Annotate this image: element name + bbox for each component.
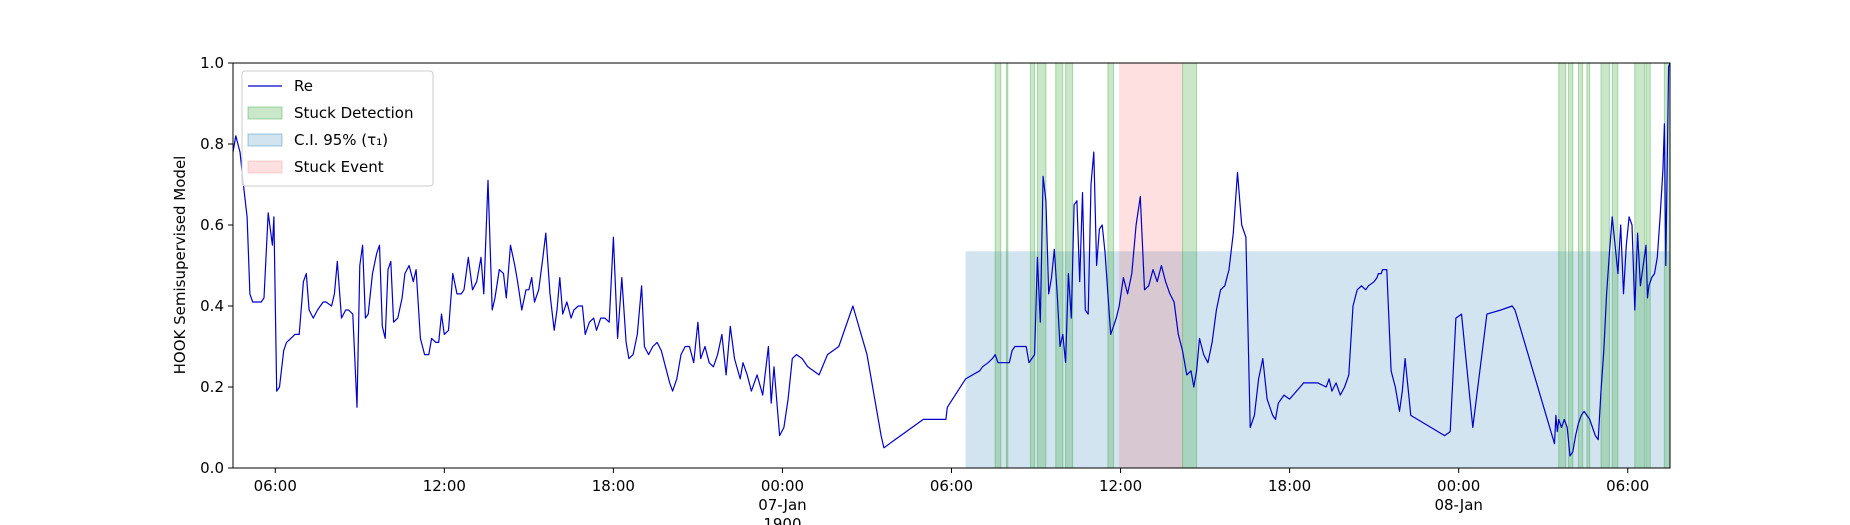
x-tick-label: 00:00 [761, 477, 804, 495]
legend: Re Stuck Detection C.I. 95% (τ₁) Stuck Even… [241, 70, 434, 187]
ci-band [965, 251, 1670, 468]
y-axis-label: HOOK Semisupervised Model [171, 156, 189, 375]
x-tick-label: 06:00 [254, 477, 297, 495]
stuck-detection-span [1005, 62, 1009, 469]
legend-label-event: Stuck Event [294, 158, 384, 176]
y-tick-label: 0.0 [200, 459, 224, 477]
y-tick-label: 0.8 [200, 135, 224, 153]
stuck-detection-span [1029, 62, 1036, 469]
re-line [232, 62, 1671, 457]
stuck-detection-span [994, 62, 1002, 469]
x-tick-label: 07-Jan [758, 496, 806, 514]
stuck-detection-span [1568, 62, 1574, 469]
stuck-detection-span [1107, 62, 1115, 469]
ci-band-layer [965, 251, 1670, 468]
legend-frame [241, 70, 434, 187]
legend-swatch-event [247, 160, 283, 174]
stuck-event-layer [1119, 63, 1183, 468]
y-axis: 0.0 0.2 0.4 0.6 0.8 1.0 [200, 54, 233, 477]
legend-swatch-detect [247, 106, 283, 120]
x-tick-label: 18:00 [592, 477, 635, 495]
x-tick-label: 12:00 [423, 477, 466, 495]
legend-swatch-ci [247, 133, 283, 147]
x-tick-label: 08-Jan [1434, 496, 1482, 514]
stuck-detection-span [1055, 62, 1064, 469]
stuck-detection-span [1558, 62, 1567, 469]
y-tick-label: 0.4 [200, 297, 224, 315]
stuck-event-span [1119, 63, 1183, 468]
stuck-detection-span [1577, 62, 1584, 469]
x-tick-label: 06:00 [1606, 477, 1649, 495]
stuck-detection-span [1586, 62, 1591, 469]
x-tick-label: 1900 [763, 515, 801, 525]
y-tick-label: 0.6 [200, 216, 224, 234]
y-tick-label: 1.0 [200, 54, 224, 72]
stuck-detection-span [1182, 62, 1198, 469]
legend-label-re: Re [294, 77, 313, 95]
x-tick-label: 18:00 [1268, 477, 1311, 495]
y-tick-label: 0.2 [200, 378, 224, 396]
x-tick-label: 12:00 [1099, 477, 1142, 495]
re-line-layer [232, 62, 1671, 457]
x-tick-label: 06:00 [930, 477, 973, 495]
x-tick-label: 00:00 [1437, 477, 1480, 495]
stuck-detection-span [1065, 62, 1074, 469]
legend-label-ci: C.I. 95% (τ₁) [294, 131, 388, 149]
legend-label-detect: Stuck Detection [294, 104, 413, 122]
